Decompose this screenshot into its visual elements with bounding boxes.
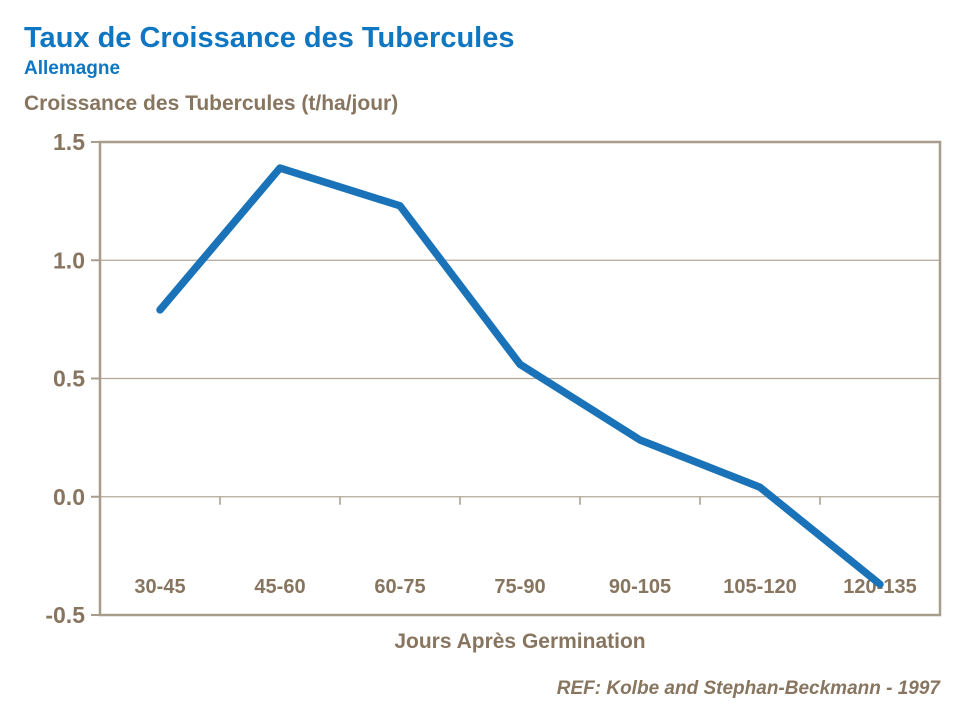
x-tick-label: 30-45: [134, 576, 185, 598]
x-tick-label: 105-120: [723, 576, 796, 598]
x-axis-title: Jours Après Germination: [394, 630, 646, 653]
x-tick-label: 75-90: [494, 576, 545, 598]
reference-citation: REF: Kolbe and Stephan-Beckmann - 1997: [556, 678, 940, 699]
data-series-line: [156, 164, 884, 589]
y-tick-label: -0.5: [45, 602, 85, 628]
y-tick-label: 0.0: [53, 484, 85, 510]
y-tick-label: 1.5: [53, 129, 85, 155]
page-title: Taux de Croissance des Tubercules: [24, 22, 515, 54]
y-tick-label: 1.0: [53, 247, 85, 273]
y-tick-label: 0.5: [53, 366, 85, 392]
x-tick-label: 60-75: [374, 576, 425, 598]
x-tick-label: 90-105: [609, 576, 671, 598]
page-subtitle-region: Allemagne: [24, 58, 121, 79]
y-axis-title: Croissance des Tubercules (t/ha/jour): [24, 92, 399, 115]
x-tick-label: 45-60: [254, 576, 305, 598]
